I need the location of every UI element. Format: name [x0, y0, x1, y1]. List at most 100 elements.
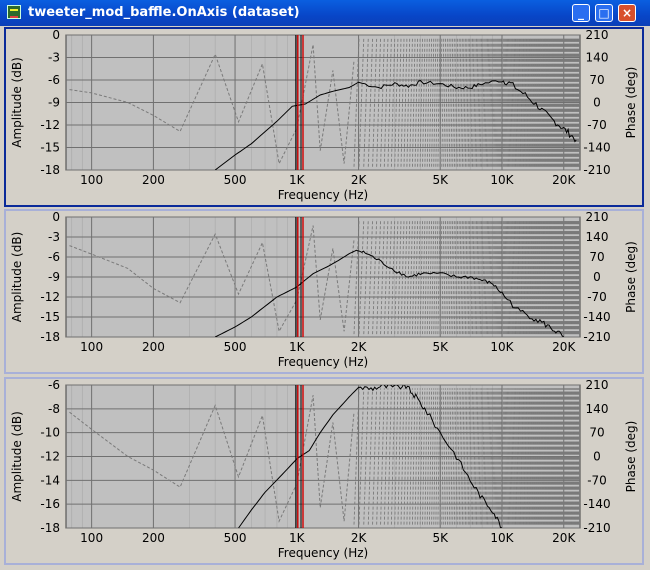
- phase-wrap: [443, 38, 447, 167]
- phase-wrap: [394, 388, 399, 525]
- phase-wrap: [542, 219, 545, 335]
- chart-svg: 100 200 500 1K 2K 5K 10K 20K -6 -8 -10 -12 -14 -16 -18…: [10, 378, 638, 560]
- phase-wrap: [433, 219, 437, 335]
- phase-wrap: [390, 219, 396, 335]
- x-tick-label: 10K: [490, 340, 514, 354]
- chart-panel-2[interactable]: 100 200 500 1K 2K 5K 10K 20K 0 -3 -6 -9 -12 -15 -18 210…: [4, 209, 644, 374]
- phase-wrap: [554, 219, 556, 335]
- phase-wrap: [526, 38, 529, 167]
- phase-wrap: [452, 38, 455, 167]
- phase-wrap: [428, 38, 433, 167]
- y-tick-label: -15: [40, 310, 60, 324]
- y2-axis-label: Phase (deg): [624, 421, 638, 493]
- minimize-button[interactable]: _: [572, 4, 590, 22]
- x-tick-label: 200: [142, 531, 165, 545]
- phase-wrap: [516, 38, 519, 167]
- x-tick-label: 100: [80, 531, 103, 545]
- phase-wrap: [517, 219, 519, 335]
- amplitude-series: [238, 385, 503, 528]
- phase-wrap: [489, 388, 492, 525]
- phase-wrap: [520, 219, 523, 335]
- phase-wrap: [497, 38, 500, 167]
- phase-wrap: [524, 219, 527, 335]
- phase-wrap: [560, 388, 562, 525]
- phase-wrap: [390, 388, 396, 525]
- y2-tick-label: 210: [586, 211, 609, 224]
- title-bar[interactable]: tweeter_mod_baffle.OnAxis (dataset) _ □ …: [0, 0, 650, 26]
- y2-tick-label: 0: [593, 270, 601, 284]
- phase-wrap: [424, 219, 428, 335]
- phase-wrap: [556, 388, 558, 525]
- x-tick-label: 200: [142, 340, 165, 354]
- phase-wrap: [530, 38, 532, 167]
- phase-wrap: [517, 388, 520, 525]
- phase-wrap: [461, 388, 465, 525]
- phase-wrap: [551, 38, 553, 167]
- phase-wrap: [422, 38, 426, 167]
- phase-wrap: [527, 388, 529, 525]
- x-axis-label: Frequency (Hz): [278, 355, 369, 369]
- phase-series: [69, 395, 355, 523]
- phase-wrap: [558, 388, 560, 525]
- phase-wrap: [464, 388, 468, 525]
- phase-wrap: [363, 388, 369, 525]
- phase-wrap: [530, 388, 533, 525]
- phase-wrap: [547, 219, 549, 335]
- phase-wrap: [547, 38, 549, 167]
- phase-wrap: [472, 219, 475, 335]
- phase-wrap: [507, 38, 510, 167]
- phase-wrap: [530, 38, 533, 167]
- phase-wrap: [469, 388, 472, 525]
- phase-wrap: [531, 388, 534, 525]
- phase-wrap: [535, 388, 538, 525]
- phase-wrap: [541, 388, 543, 525]
- phase-wrap: [558, 38, 560, 167]
- phase-wrap: [431, 388, 435, 525]
- phase-wrap: [512, 388, 514, 525]
- phase-wrap: [458, 219, 462, 335]
- phase-wrap: [406, 388, 411, 525]
- phase-wrap: [547, 388, 549, 525]
- phase-wrap: [460, 38, 463, 167]
- chart-panel-1[interactable]: 100 200 500 1K 2K 5K 10K 20K 0 -3 -6 -9 -12 -15 -18 210…: [4, 27, 644, 207]
- phase-wrap: [463, 219, 466, 335]
- phase-wrap: [552, 388, 554, 525]
- phase-wrap: [353, 388, 360, 525]
- phase-wrap: [514, 388, 517, 525]
- maximize-button[interactable]: □: [595, 4, 613, 22]
- phase-wrap: [482, 219, 485, 335]
- phase-wrap: [525, 219, 528, 335]
- phase-wrap: [448, 388, 452, 525]
- phase-wrap: [553, 38, 555, 167]
- y-tick-label: -18: [40, 521, 60, 535]
- phase-wrap: [529, 219, 532, 335]
- x-tick-label: 5K: [432, 340, 449, 354]
- phase-wrap: [439, 388, 443, 525]
- phase-wrap: [549, 219, 551, 335]
- y-tick-label: -15: [40, 141, 60, 155]
- chart-panel-3[interactable]: 100 200 500 1K 2K 5K 10K 20K -6 -8 -10 -12 -14 -16 -18…: [4, 377, 644, 565]
- phase-wrap: [549, 388, 552, 525]
- phase-wrap: [550, 38, 553, 167]
- phase-wrap: [453, 388, 457, 525]
- phase-wrap: [530, 219, 533, 335]
- phase-wrap: [539, 219, 542, 335]
- phase-wrap: [439, 38, 443, 167]
- phase-wrap: [448, 219, 452, 335]
- close-button[interactable]: ×: [618, 4, 636, 22]
- y-tick-label: -9: [48, 270, 60, 284]
- phase-wrap: [498, 388, 501, 525]
- phase-wrap: [419, 219, 423, 335]
- y-tick-label: -18: [40, 163, 60, 177]
- phase-wrap: [380, 388, 385, 525]
- phase-wrap: [536, 219, 538, 335]
- phase-wrap: [549, 38, 551, 167]
- phase-wrap: [403, 219, 408, 335]
- phase-wrap: [488, 219, 491, 335]
- phase-wrap: [474, 388, 477, 525]
- phase-wrap: [552, 38, 555, 167]
- phase-wrap: [437, 388, 441, 525]
- phase-wrap: [556, 219, 558, 335]
- phase-wrap: [539, 38, 542, 167]
- phase-wrap: [533, 219, 536, 335]
